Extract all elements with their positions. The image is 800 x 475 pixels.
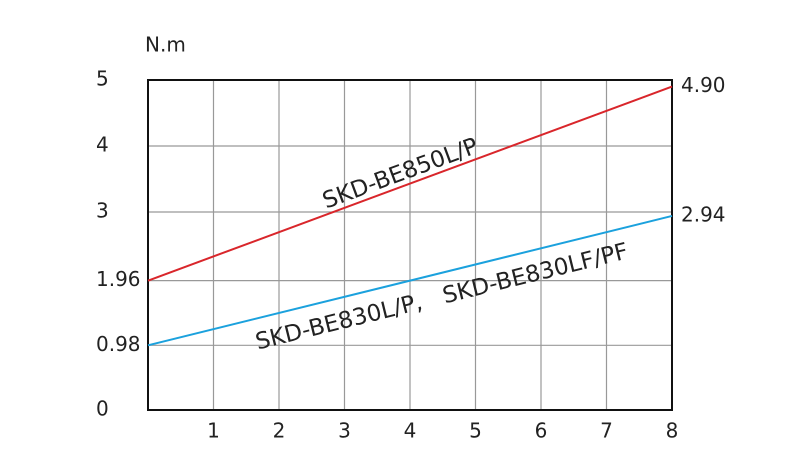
x-tick-label: 2 <box>273 419 286 443</box>
x-tick-label: 8 <box>666 419 679 443</box>
series-line <box>147 85 673 282</box>
x-tick-label: 7 <box>600 419 613 443</box>
x-tick-label: 1 <box>207 419 220 443</box>
y-tick-label: 5 <box>96 67 109 91</box>
x-tick-label: 3 <box>338 419 351 443</box>
y-axis-unit: N.m <box>145 33 186 57</box>
series-line <box>147 214 673 347</box>
series-label: SKD-BE830L/P, SKD-BE830LF/PF <box>253 239 631 356</box>
y-tick-label: 1.96 <box>96 267 141 291</box>
y-tick-label: 3 <box>96 199 109 223</box>
series-label: SKD-BE850L/P <box>319 133 481 214</box>
y2-tick-label: 2.94 <box>681 202 726 226</box>
y-tick-label: 0.98 <box>96 332 141 356</box>
y-tick-label: 4 <box>96 133 109 157</box>
x-tick-label: 6 <box>535 419 548 443</box>
x-tick-label: 4 <box>404 419 417 443</box>
y-tick-label: 0 <box>96 397 109 421</box>
plot-frame <box>147 79 673 411</box>
x-tick-label: 5 <box>469 419 482 443</box>
y2-tick-label: 4.90 <box>681 73 726 97</box>
